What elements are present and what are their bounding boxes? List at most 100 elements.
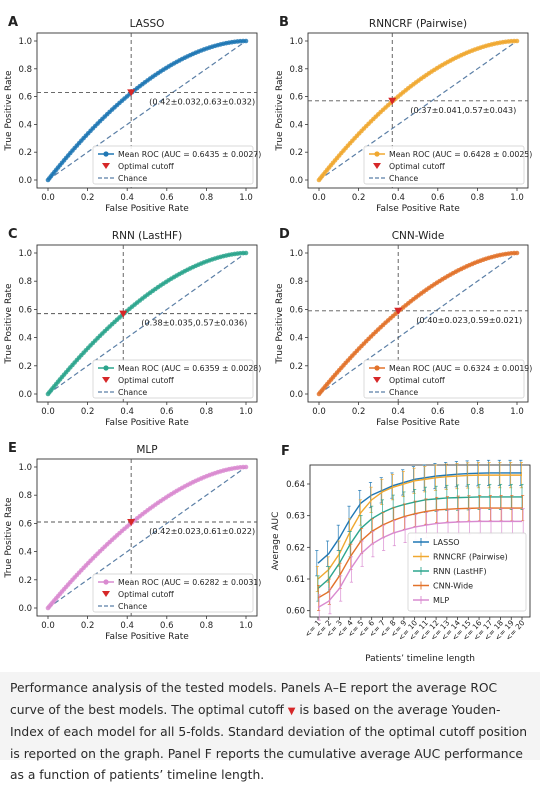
x-tick-label: 1.0 [239,193,253,203]
legend-label: LASSO [433,538,460,547]
legend-swatch-dot [374,151,380,157]
legend-swatch-dot [103,151,109,157]
x-tick-label: 0.8 [200,407,214,417]
y-tick-label: 0.63 [286,512,305,522]
y-tick-label: 0.6 [18,93,32,103]
y-tick-label: 0.6 [289,93,303,103]
panel-letter: E [8,441,17,456]
x-tick-label: 0.4 [120,407,134,417]
legend-swatch-dot [374,365,380,371]
legend-label-chance: Chance [389,388,418,397]
y-tick-label: 0.4 [289,334,303,344]
y-tick-label: 0.8 [18,65,32,75]
roc-panel-c: 0.0 0.2 0.4 0.6 0.8 1.0 0.0 0.2 0.4 0.6 0.8 1.0 Fals… [4,227,261,428]
plot-frame [309,464,531,618]
figure-svg: 0.0 0.2 0.4 0.6 0.8 1.0 0.0 0.2 0.4 0.6 0.8 1.0 Fals… [4,15,532,664]
cutoff-annotation: (0.42±0.023,0.61±0.022) [149,526,255,536]
x-tick-label: 0.2 [81,621,95,631]
optimal-cutoff-marker [127,89,136,97]
legend-swatch-cutoff [102,591,110,597]
y-tick-label: 0.2 [289,148,303,158]
roc-panel-a: 0.0 0.2 0.4 0.6 0.8 1.0 0.0 0.2 0.4 0.6 0.8 1.0 Fals… [4,15,261,214]
legend: LASSO RNNCRF (Pairwise) RNN (LastHF) CNN-Wi… [407,532,527,612]
legend: Mean ROC (AUC = 0.6359 ± 0.0028) Optimal … [92,359,261,399]
panel-title: CNN-Wide [392,230,445,242]
x-tick-label: 0.2 [81,193,95,203]
legend-label-mean-roc: Mean ROC (AUC = 0.6428 ± 0.0025) [389,150,532,159]
legend-label-chance: Chance [118,602,147,611]
y-tick-label: 0.0 [18,176,32,186]
y-tick-label: 0.2 [18,576,32,586]
x-axis-label: False Positive Rate [376,418,460,428]
y-axis-label: True Positive Rate [4,497,14,579]
legend-label-mean-roc: Mean ROC (AUC = 0.6435 ± 0.0027) [118,150,261,159]
legend-box [92,359,254,399]
x-tick-label: 0.2 [352,407,366,417]
x-tick-label: 0.0 [41,621,55,631]
panel-title: LASSO [130,18,165,30]
legend-swatch-cutoff [373,163,381,169]
y-tick-label: 0.4 [18,120,32,130]
plot-frame [307,32,529,189]
roc-curve-markers [316,38,520,183]
x-tick-label: 0.6 [160,407,174,417]
panel-letter: F [281,444,290,459]
series-line [317,496,522,590]
roc-point [243,38,249,44]
panel-letter: D [279,227,290,242]
x-tick-label: 0.4 [120,193,134,203]
x-tick-label: 0.4 [391,407,405,417]
y-tick-label: 0.62 [286,543,305,553]
legend-label: RNNCRF (Pairwise) [433,553,508,562]
y-tick-label: 0.4 [18,548,32,558]
y-tick-label: 1.0 [289,37,303,47]
legend-box [363,359,525,399]
y-tick-label: 1.0 [18,463,32,473]
chance-line [47,40,247,181]
plot-frame [36,32,258,189]
legend-swatch-dot [103,365,109,371]
y-axis-label: Average AUC [271,512,281,571]
x-tick-label: 0.8 [471,407,485,417]
plot-frame [36,244,258,403]
y-tick-label: 0.64 [286,480,305,490]
y-tick-label: 0.6 [18,519,32,529]
y-tick-label: 0.4 [289,120,303,130]
roc-panel-b: 0.0 0.2 0.4 0.6 0.8 1.0 0.0 0.2 0.4 0.6 0.8 1.0 Fals… [275,15,532,214]
series-rnncrf-pairwise [315,462,523,593]
x-axis-label: Patients’ timeline length [365,654,475,664]
x-tick-label: 0.8 [471,193,485,203]
legend-label-mean-roc: Mean ROC (AUC = 0.6282 ± 0.0031) [118,578,261,587]
y-tick-label: 0.0 [18,390,32,400]
y-tick-label: 0.61 [286,575,305,585]
series-lasso [315,459,523,577]
x-tick-label: 1.0 [510,193,524,203]
optimal-cutoff-marker [119,310,128,318]
panel-title: RNNCRF (Pairwise) [369,18,467,30]
x-axis-label: False Positive Rate [105,204,189,214]
roc-point [243,250,249,256]
roc-panel-e: 0.0 0.2 0.4 0.6 0.8 1.0 0.0 0.2 0.4 0.6 0.8 1.0 Fals… [4,441,261,642]
y-tick-label: 0.8 [289,277,303,287]
y-tick-label: 0.2 [289,362,303,372]
x-tick-label: 0.6 [160,193,174,203]
x-tick-label: 0.4 [391,193,405,203]
x-axis-label: False Positive Rate [105,418,189,428]
series-line [317,472,522,564]
y-axis-label: True Positive Rate [4,70,14,152]
legend: Mean ROC (AUC = 0.6428 ± 0.0025) Optimal … [363,145,532,185]
legend-label-mean-roc: Mean ROC (AUC = 0.6359 ± 0.0028) [118,364,261,373]
legend-label-cutoff: Optimal cutoff [118,376,174,385]
y-axis-label: True Positive Rate [275,283,285,365]
x-axis-label: False Positive Rate [376,204,460,214]
y-tick-label: 1.0 [289,249,303,259]
x-tick-label: 0.6 [431,193,445,203]
legend-swatch-cutoff [102,163,110,169]
series-line [317,474,522,580]
series-line [317,520,522,609]
y-tick-label: 0.6 [289,305,303,315]
legend-label-mean-roc: Mean ROC (AUC = 0.6324 ± 0.0019) [389,364,532,373]
chance-line [318,252,518,395]
x-tick-label: 0.0 [312,193,326,203]
panel-letter: B [279,15,289,30]
